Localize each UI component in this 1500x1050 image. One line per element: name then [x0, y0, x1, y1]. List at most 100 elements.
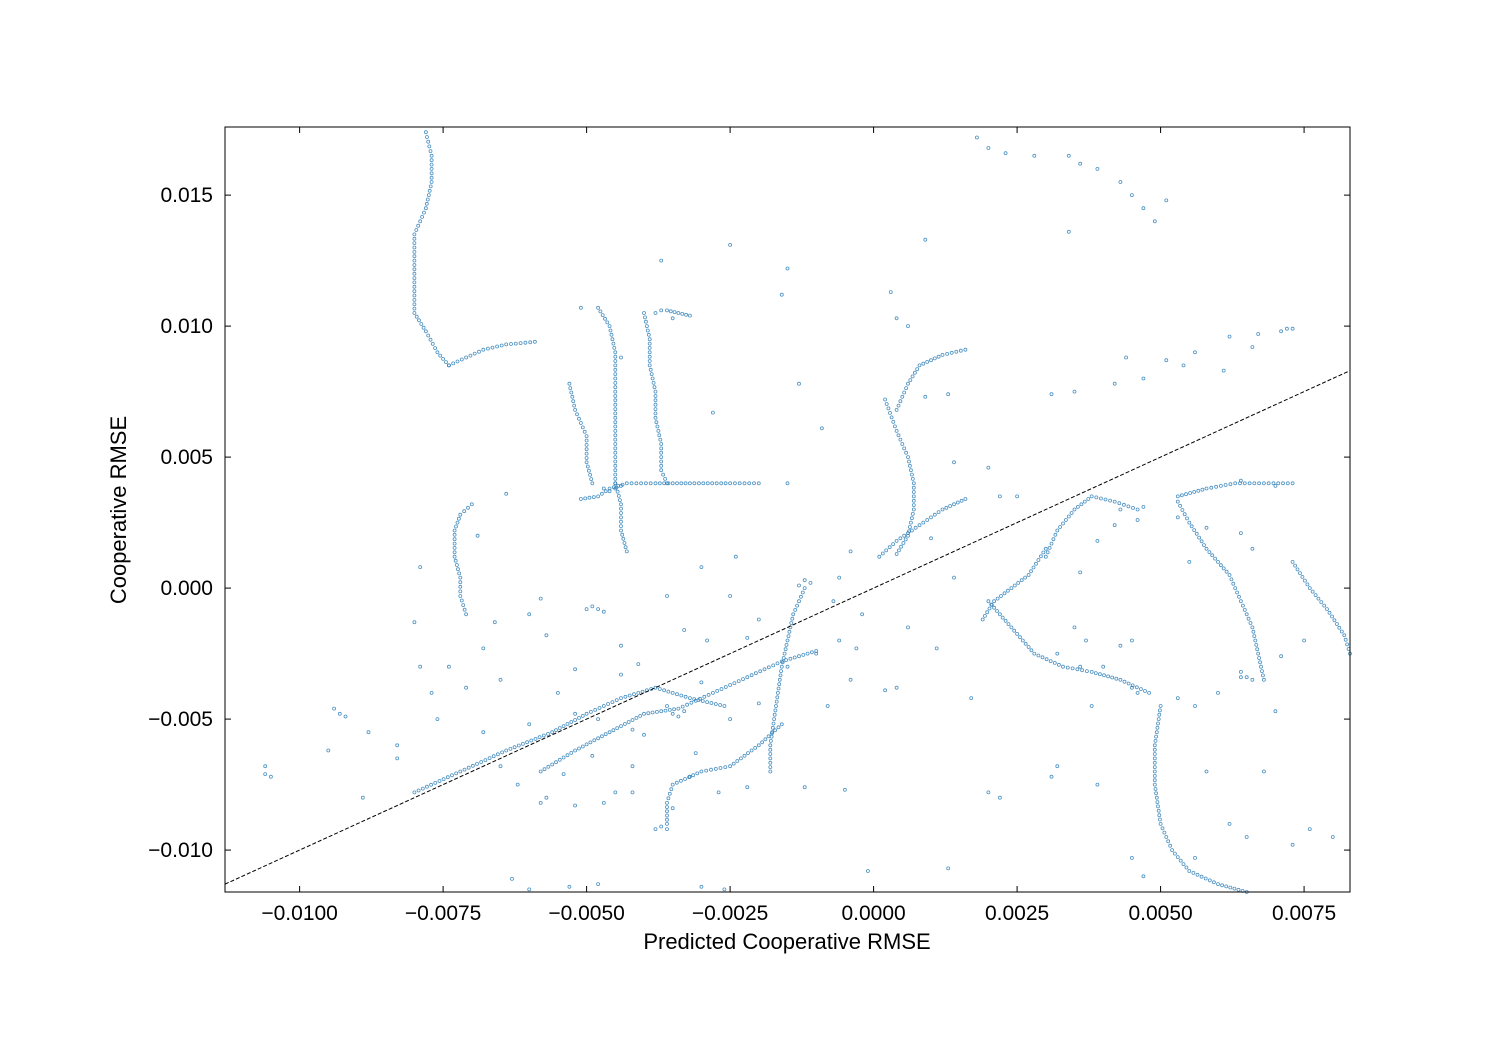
data-point — [601, 486, 606, 491]
data-point — [584, 451, 589, 456]
data-point — [900, 442, 905, 446]
data-point — [613, 433, 618, 438]
data-point — [655, 424, 660, 429]
data-point — [998, 494, 1002, 499]
data-point — [412, 236, 417, 241]
data-point — [395, 743, 400, 748]
data-point — [1332, 618, 1337, 623]
data-point — [731, 761, 736, 766]
data-point — [1139, 687, 1143, 691]
data-point — [713, 767, 718, 771]
data-point — [613, 380, 618, 385]
data-point — [1160, 826, 1165, 831]
data-point — [659, 450, 664, 455]
data-point — [1006, 622, 1011, 626]
data-point — [909, 468, 913, 473]
data-point — [1310, 589, 1315, 594]
data-point — [1254, 643, 1259, 647]
data-point — [584, 607, 589, 611]
data-point — [1152, 769, 1157, 774]
data-point — [1152, 219, 1157, 224]
data-point — [906, 455, 910, 460]
data-point — [1055, 764, 1060, 769]
x-tick-label: 0.0075 — [1272, 902, 1336, 925]
data-point — [1152, 765, 1157, 769]
data-point — [1164, 835, 1169, 839]
data-point — [749, 748, 754, 753]
data-point — [908, 378, 913, 383]
data-point — [1181, 363, 1186, 368]
data-point — [1018, 635, 1022, 640]
data-point — [504, 342, 509, 347]
data-point — [1325, 607, 1329, 611]
data-point — [911, 490, 916, 494]
data-point — [975, 135, 979, 140]
data-point — [665, 827, 669, 831]
data-point — [1227, 334, 1232, 339]
data-point — [1072, 507, 1077, 512]
data-point — [1078, 664, 1083, 669]
data-point — [665, 817, 669, 822]
data-point — [527, 612, 532, 617]
data-point — [423, 329, 428, 334]
data-point — [498, 764, 503, 769]
data-point — [607, 324, 612, 329]
data-point — [510, 877, 514, 881]
data-point — [1200, 487, 1205, 492]
data-point — [784, 658, 788, 662]
data-point — [860, 612, 864, 617]
data-point — [689, 700, 694, 705]
data-point — [643, 315, 647, 320]
data-point — [490, 345, 495, 350]
data-point — [1134, 685, 1139, 690]
data-point — [1227, 822, 1232, 826]
data-point — [958, 348, 963, 353]
data-point — [877, 554, 882, 559]
data-point — [672, 707, 676, 712]
data-point — [1259, 664, 1263, 669]
data-point — [653, 481, 658, 486]
data-point — [572, 403, 577, 408]
data-point — [906, 324, 910, 329]
data-point — [1152, 782, 1157, 787]
data-point — [1239, 675, 1243, 680]
data-point — [785, 664, 790, 669]
data-point — [688, 481, 692, 486]
data-point — [1188, 491, 1192, 495]
data-point — [910, 476, 915, 481]
data-point — [771, 721, 776, 726]
data-point — [619, 524, 623, 528]
data-point — [1089, 670, 1094, 674]
data-point — [756, 481, 761, 486]
data-point — [1180, 508, 1185, 512]
data-point — [452, 528, 457, 533]
data-point — [412, 620, 417, 625]
data-point — [910, 472, 914, 477]
data-point — [898, 399, 903, 404]
data-point — [366, 730, 371, 735]
data-point — [504, 748, 509, 753]
data-point — [909, 520, 913, 525]
data-point — [756, 701, 761, 706]
identity-reference-line — [224, 370, 1351, 885]
data-point — [820, 426, 824, 431]
data-point — [569, 390, 574, 395]
data-point — [1191, 871, 1196, 875]
data-point — [1003, 618, 1008, 623]
data-point — [799, 594, 803, 599]
data-point — [793, 608, 798, 612]
data-point — [1194, 531, 1199, 536]
data-point — [623, 722, 627, 726]
data-point — [732, 681, 737, 685]
data-point — [894, 685, 899, 690]
data-point — [589, 477, 594, 482]
data-point — [659, 258, 664, 263]
data-point — [808, 581, 813, 585]
data-point — [649, 372, 654, 377]
data-point — [426, 139, 431, 144]
data-point — [810, 650, 814, 655]
data-point — [619, 502, 623, 507]
data-point — [584, 447, 589, 452]
data-point — [1216, 882, 1220, 886]
data-point — [766, 734, 771, 739]
